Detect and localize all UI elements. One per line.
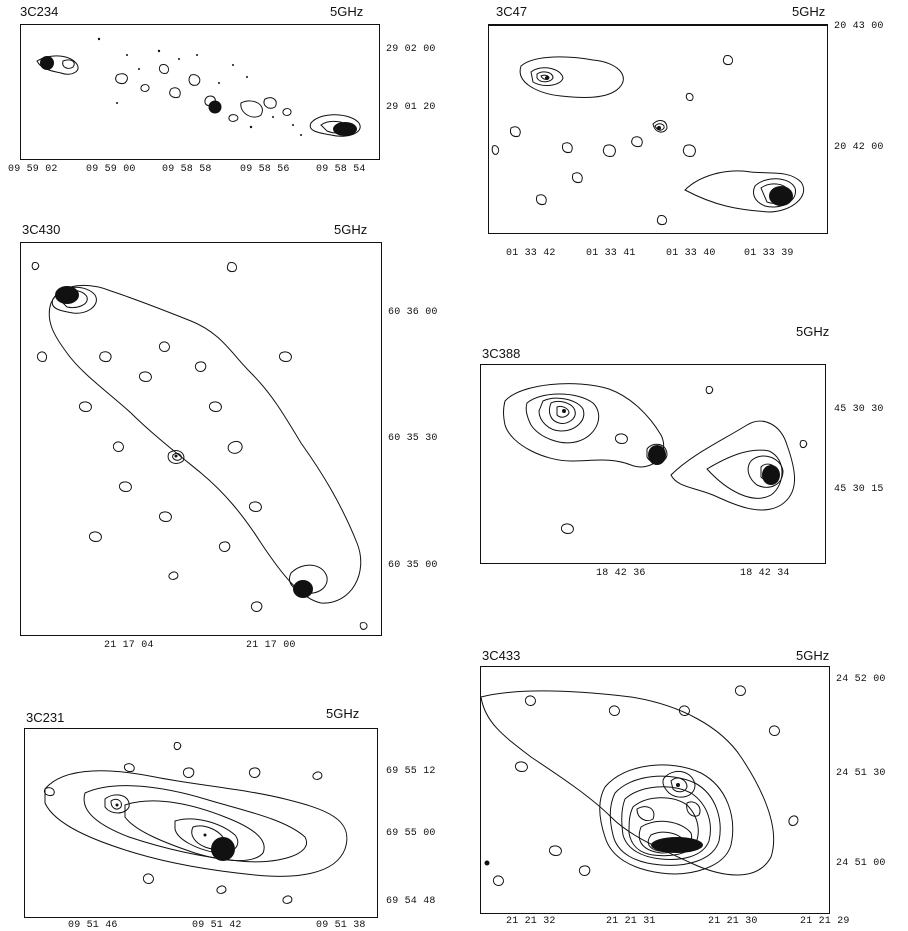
ra-tick-label: 18 42 34 xyxy=(740,568,790,579)
ra-tick-label: 01 33 41 xyxy=(586,248,636,259)
frame-top-edge xyxy=(488,24,788,26)
ra-tick-label: 09 51 38 xyxy=(316,920,366,931)
dec-tick-label: 69 55 12 xyxy=(386,766,436,777)
dec-tick-label: 24 51 00 xyxy=(836,858,886,869)
contour-plot xyxy=(36,37,361,137)
ra-tick-label: 09 51 46 xyxy=(68,920,118,931)
dec-tick-label: 60 35 30 xyxy=(388,433,438,444)
ra-tick-label: 01 33 40 xyxy=(666,248,716,259)
frequency-label: 5GHz xyxy=(796,648,830,663)
dec-tick-label: 24 52 00 xyxy=(836,674,886,685)
contour-plot xyxy=(491,55,805,225)
ra-tick-label: 21 21 30 xyxy=(708,916,758,927)
ra-tick-label: 21 17 04 xyxy=(104,640,154,651)
contour-map xyxy=(480,364,826,564)
frequency-label: 5GHz xyxy=(334,222,368,237)
ra-tick-label: 09 59 00 xyxy=(86,164,136,175)
source-name: 3C234 xyxy=(20,4,59,19)
dec-tick-label: 29 01 20 xyxy=(386,102,436,113)
dec-tick-label: 45 30 15 xyxy=(834,484,884,495)
dec-tick-label: 60 35 00 xyxy=(388,560,438,571)
ra-tick-label: 01 33 39 xyxy=(744,248,794,259)
frequency-label: 5GHz xyxy=(326,706,360,721)
contour-map xyxy=(480,666,830,914)
source-name: 3C430 xyxy=(22,222,61,237)
ra-tick-label: 18 42 36 xyxy=(596,568,646,579)
frequency-label: 5GHz xyxy=(330,4,364,19)
contour-plot xyxy=(44,742,348,904)
contour-map xyxy=(488,24,828,234)
frequency-label: 5GHz xyxy=(792,4,826,19)
contour-map xyxy=(20,242,382,636)
ra-tick-label: 01 33 42 xyxy=(506,248,556,259)
dec-tick-label: 24 51 30 xyxy=(836,768,886,779)
dec-tick-label: 69 54 48 xyxy=(386,896,436,907)
ra-tick-label: 09 58 54 xyxy=(316,164,366,175)
contour-map xyxy=(24,728,378,918)
contour-map xyxy=(20,24,380,160)
frequency-label: 5GHz xyxy=(796,324,830,339)
contour-plot xyxy=(31,262,368,630)
source-name: 3C231 xyxy=(26,710,65,725)
source-name: 3C47 xyxy=(496,4,528,19)
dec-tick-label: 20 42 00 xyxy=(834,142,884,153)
ra-tick-label: 09 58 56 xyxy=(240,164,290,175)
ra-tick-label: 09 59 02 xyxy=(8,164,58,175)
ra-tick-label: 09 51 42 xyxy=(192,920,242,931)
ra-tick-label: 21 21 32 xyxy=(506,916,556,927)
source-name: 3C388 xyxy=(482,346,521,361)
ra-tick-label: 09 58 58 xyxy=(162,164,212,175)
ra-tick-label: 21 21 31 xyxy=(606,916,656,927)
contour-plot xyxy=(503,383,808,534)
dec-tick-label: 45 30 30 xyxy=(834,404,884,415)
contour-plot xyxy=(481,685,799,886)
dec-tick-label: 20 43 00 xyxy=(834,21,884,32)
dec-tick-label: 69 55 00 xyxy=(386,828,436,839)
ra-tick-label: 21 21 29 xyxy=(800,916,850,927)
source-name: 3C433 xyxy=(482,648,521,663)
dec-tick-label: 29 02 00 xyxy=(386,44,436,55)
ra-tick-label: 21 17 00 xyxy=(246,640,296,651)
dec-tick-label: 60 36 00 xyxy=(388,307,438,318)
